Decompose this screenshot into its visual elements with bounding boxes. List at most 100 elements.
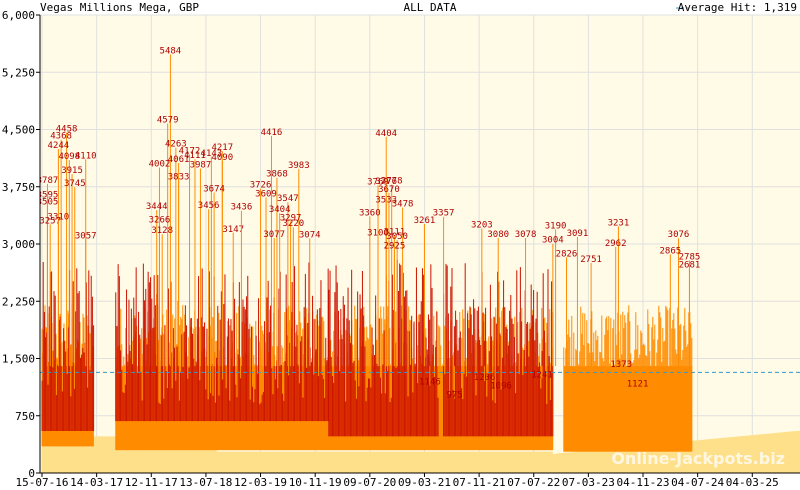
y-tick-label: 750 — [15, 410, 35, 423]
peak-label: 3091 — [567, 229, 589, 239]
peak-label: 3778 — [381, 177, 403, 187]
peak-label: 4002 — [149, 160, 171, 170]
peak-label: 1206 — [474, 373, 496, 383]
peak-label: 3076 — [668, 230, 690, 240]
x-tick-label: 15-07-16 — [16, 476, 69, 489]
peak-label: 3726 — [250, 181, 272, 191]
x-tick-label: 10-11-19 — [289, 476, 342, 489]
peak-label: 4090 — [211, 153, 233, 163]
hit-block — [563, 366, 693, 452]
peak-label: 3074 — [299, 230, 321, 240]
baseline-area — [42, 431, 800, 473]
y-tick-label: 4,500 — [2, 124, 35, 137]
peak-label: 3868 — [266, 170, 288, 180]
peak-label: 1241 — [531, 370, 553, 380]
peak-label: 3203 — [471, 221, 493, 231]
peak-label: 4098 — [58, 152, 80, 162]
peak-label: 3595 — [37, 191, 59, 201]
y-tick-label: 3,000 — [2, 238, 35, 251]
chart-title: Vegas Millions Mega, GBP — [40, 1, 199, 14]
peak-label: 3050 — [386, 232, 408, 242]
peak-label: 3609 — [255, 190, 277, 200]
peak-label: 1121 — [627, 379, 649, 389]
x-tick-label: 09-07-20 — [343, 476, 396, 489]
peak-label: 3257 — [39, 216, 61, 226]
peak-label: 3915 — [61, 166, 83, 176]
peak-label: 3505 — [37, 197, 59, 207]
peak-label: 4217 — [211, 143, 233, 153]
peak-label: 3357 — [433, 209, 455, 219]
y-tick-label: 6,000 — [2, 9, 35, 22]
peak-label: 4061 — [168, 155, 190, 165]
peak-label: 3100 — [367, 228, 389, 238]
peak-label: 975 — [446, 391, 462, 401]
peak-label: 3787 — [37, 176, 59, 186]
x-tick-label: 04-03-25 — [726, 476, 779, 489]
peak-label: 3983 — [288, 161, 310, 171]
legend-average-hit: Average Hit: 1,319 — [678, 1, 797, 14]
peak-label: 5484 — [160, 46, 182, 56]
peak-label: 2785 — [679, 252, 701, 262]
peak-label: 2826 — [556, 249, 578, 259]
peak-label: 4579 — [157, 115, 179, 125]
x-tick-label: 04-07-24 — [671, 476, 724, 489]
y-tick-label: 3,750 — [2, 181, 35, 194]
peak-label: 3833 — [168, 172, 190, 182]
peak-label: 3261 — [414, 216, 436, 226]
peak-label: 3769 — [367, 177, 389, 187]
peak-label: 3776 — [375, 177, 397, 187]
peak-label: 3004 — [542, 236, 564, 246]
x-tick-label: 13-07-18 — [179, 476, 232, 489]
peak-label: 3220 — [282, 219, 304, 229]
peak-label: 2962 — [605, 239, 627, 249]
peak-label: 3231 — [608, 218, 630, 228]
peak-label: 3404 — [269, 205, 291, 215]
x-axis-ticks: 15-07-16 14-03-17 12-11-17 13-07-18 12-03-19… — [16, 473, 779, 489]
x-tick-label: 07-07-22 — [507, 476, 560, 489]
peak-label: 4368 — [50, 132, 72, 142]
peak-label: 3080 — [487, 230, 509, 240]
x-tick-label: 12-03-19 — [234, 476, 287, 489]
x-tick-label: 09-03-21 — [398, 476, 451, 489]
chart-subtitle: ALL DATA — [404, 1, 457, 14]
x-tick-label: 07-03-23 — [562, 476, 615, 489]
peak-label: 3111 — [384, 228, 406, 238]
peak-label: 3077 — [263, 230, 285, 240]
peak-label: 2681 — [679, 260, 701, 270]
x-tick-label: 12-11-17 — [125, 476, 178, 489]
peak-label: 3547 — [277, 194, 299, 204]
peak-label: 4110 — [75, 151, 97, 161]
x-tick-label: 14-03-17 — [70, 476, 123, 489]
peak-label: 4263 — [165, 140, 187, 150]
peak-label: 4404 — [375, 129, 397, 139]
peak-label: 3190 — [545, 221, 567, 231]
y-axis-ticks: 0 750 1,500 2,250 3,000 3,750 4,500 5,250 6,000 — [2, 9, 40, 480]
peak-label: 4172 — [179, 147, 201, 157]
peak-label: 1146 — [419, 378, 441, 388]
peak-label: 3310 — [48, 212, 70, 222]
peak-label: 3128 — [151, 226, 173, 236]
peak-label: 3297 — [280, 213, 302, 223]
peak-label: 2751 — [580, 255, 602, 265]
peak-label: 3533 — [375, 195, 397, 205]
x-tick-label: 07-11-21 — [453, 476, 506, 489]
peak-label: 4458 — [56, 125, 78, 135]
peak-label: 1096 — [490, 381, 512, 391]
peak-label: 4416 — [261, 128, 283, 138]
peak-label: 4111 — [184, 151, 206, 161]
peak-label: 3987 — [190, 161, 212, 171]
peak-label: 3436 — [231, 203, 253, 213]
peak-label: 3444 — [146, 202, 168, 212]
peak-label: 2925 — [384, 242, 406, 252]
peak-label: 4244 — [48, 141, 70, 151]
peak-label: 3266 — [149, 216, 171, 226]
peak-label: 3147 — [222, 225, 244, 235]
peak-label: 1373 — [610, 360, 632, 370]
peak-label: 2865 — [659, 246, 681, 256]
peak-label: 3057 — [75, 232, 97, 242]
watermark: Online-Jackpots.biz — [611, 449, 785, 468]
peak-label: 3670 — [378, 185, 400, 195]
peak-label: 3456 — [198, 201, 220, 211]
